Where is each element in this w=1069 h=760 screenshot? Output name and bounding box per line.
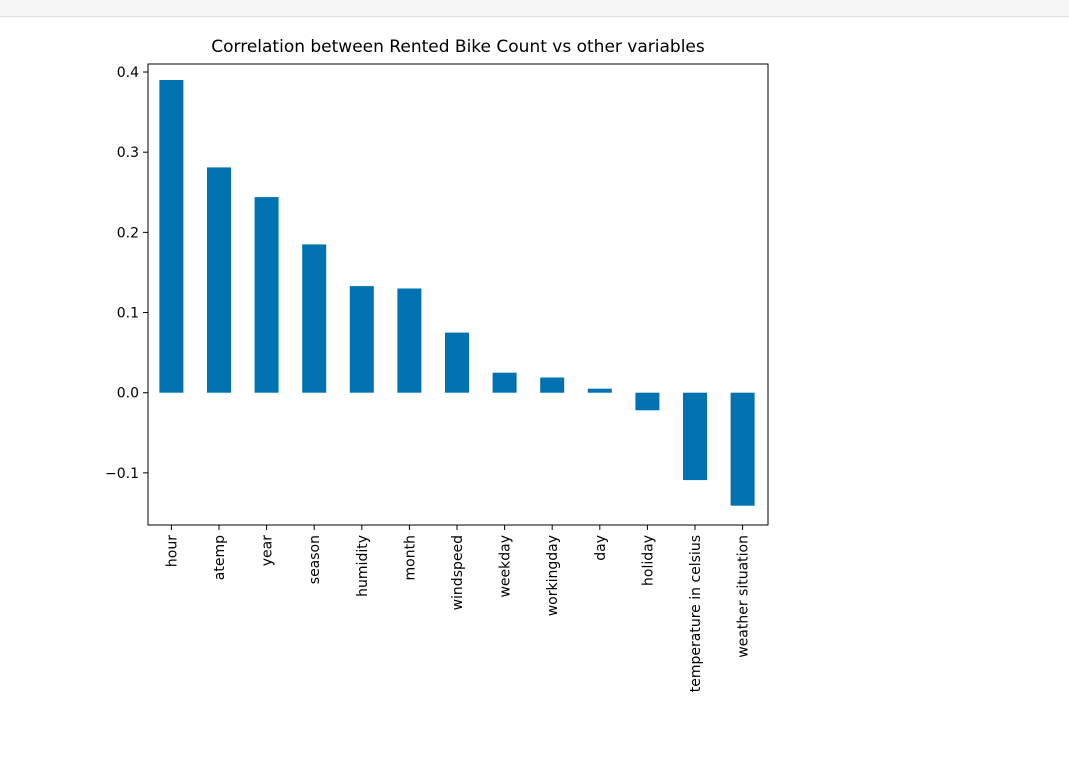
bar-temperature-in-celsius [683, 392, 707, 481]
x-tick-label: workingday [545, 535, 561, 616]
bar-weather-situation [730, 392, 755, 506]
bar-holiday [635, 392, 660, 411]
x-axis: hour atemp year season humidity month windspee… [164, 525, 752, 692]
bars-group [159, 80, 755, 506]
bar-season [302, 244, 327, 393]
bar-weekday [492, 372, 517, 393]
bar-hour [159, 80, 184, 393]
x-tick-label: hour [164, 535, 180, 567]
chart-title: Correlation between Rented Bike Count vs… [211, 37, 705, 57]
bar-year [254, 197, 279, 393]
x-tick-label: day [593, 535, 609, 561]
y-tick-label: −0.1 [105, 466, 139, 482]
x-tick-label: weekday [498, 535, 514, 598]
y-tick-label: 0.3 [117, 145, 139, 161]
x-tick-label: temperature in celsius [688, 535, 704, 692]
bar-month [397, 288, 422, 393]
plot-frame [147, 63, 769, 526]
bar-day [587, 388, 612, 393]
x-tick-label: year [260, 535, 276, 566]
x-tick-label: month [402, 535, 418, 580]
y-tick-label: 0.0 [117, 386, 139, 402]
bar-windspeed [445, 332, 469, 393]
bar-atemp [207, 167, 231, 393]
x-tick-label: atemp [212, 535, 228, 580]
top-toolbar-strip [0, 0, 1069, 17]
x-tick-label: weather situation [736, 535, 752, 658]
y-tick-label: 0.1 [117, 306, 139, 322]
x-tick-label: holiday [640, 535, 656, 586]
y-axis: −0.1 0.0 0.1 0.2 0.3 0.4 [105, 65, 148, 482]
x-tick-label: season [307, 535, 323, 584]
y-tick-label: 0.4 [117, 65, 139, 81]
x-tick-label: humidity [355, 535, 371, 597]
bar-workingday [540, 377, 565, 393]
y-tick-label: 0.2 [117, 225, 139, 241]
x-tick-label: windspeed [450, 535, 466, 610]
bar-humidity [349, 286, 374, 393]
